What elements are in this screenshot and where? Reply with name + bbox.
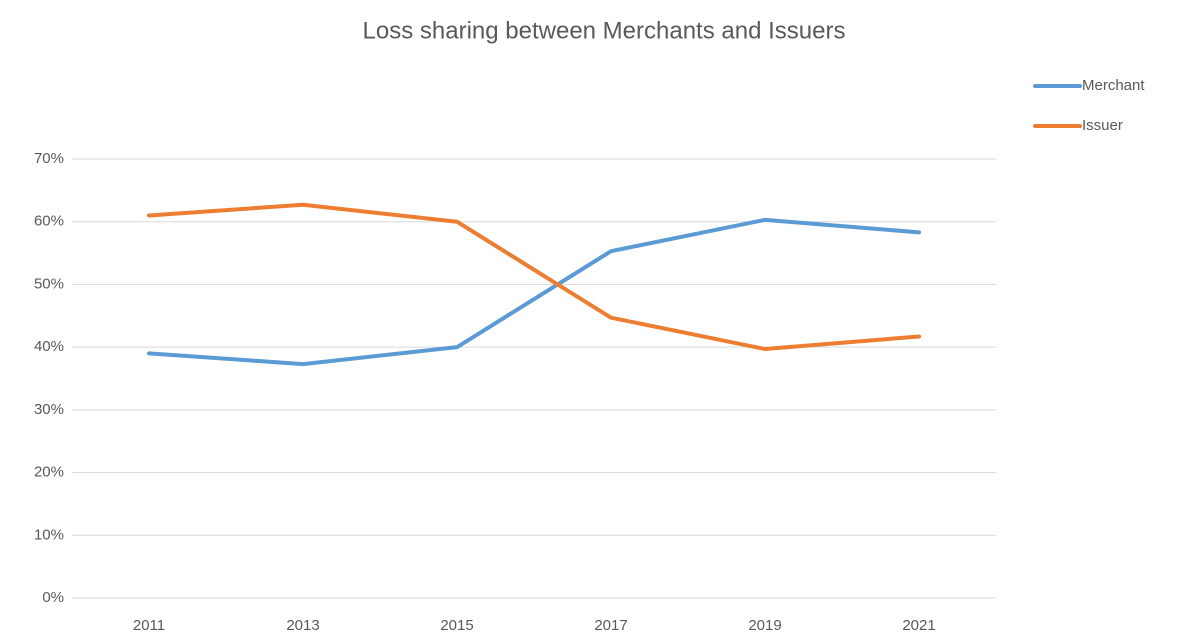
y-tick-label: 50% bbox=[34, 275, 64, 292]
line-series bbox=[147, 217, 921, 367]
y-tick-label: 60% bbox=[34, 213, 64, 230]
y-tick-label: 70% bbox=[34, 150, 64, 167]
x-tick-label: 2011 bbox=[133, 617, 165, 634]
x-tick-label: 2015 bbox=[440, 617, 473, 634]
legend-label: Merchant bbox=[1082, 77, 1145, 94]
x-tick-label: 2017 bbox=[594, 617, 627, 634]
x-tick-label: 2019 bbox=[748, 617, 781, 634]
y-tick-label: 0% bbox=[42, 589, 64, 606]
y-tick-label: 20% bbox=[34, 464, 64, 481]
y-tick-label: 30% bbox=[34, 401, 64, 418]
legend-label: Issuer bbox=[1082, 117, 1123, 134]
line-series bbox=[147, 202, 921, 352]
y-tick-label: 10% bbox=[34, 526, 64, 543]
x-tick-label: 2021 bbox=[902, 617, 935, 634]
y-tick-label: 40% bbox=[34, 338, 64, 355]
x-tick-label: 2013 bbox=[286, 617, 319, 634]
chart-title: Loss sharing between Merchants and Issue… bbox=[363, 17, 846, 44]
